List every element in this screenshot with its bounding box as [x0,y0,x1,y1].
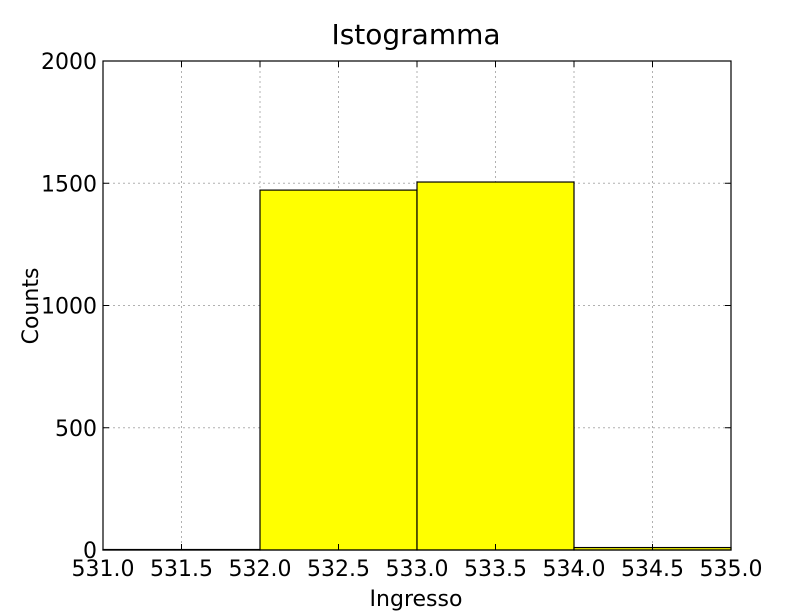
y-tick-label: 500 [55,417,97,442]
y-tick-label: 1500 [41,172,97,197]
y-tick-label: 0 [83,539,97,564]
x-tick-label: 532.0 [229,557,292,582]
x-tick-label: 533.5 [464,557,527,582]
x-axis-label: Ingresso [370,587,463,612]
y-tick-labels: 0 500 1000 1500 2000 [41,50,97,564]
y-tick-label: 2000 [41,50,97,75]
x-tick-label: 535.0 [700,557,763,582]
chart-title: Istogramma [331,18,500,51]
x-tick-label: 533.0 [386,557,449,582]
x-tick-label: 531.0 [72,557,135,582]
histogram-bar-1 [259,189,418,551]
axis-ticks [102,60,732,551]
x-tick-label: 532.5 [307,557,370,582]
x-tick-label: 534.5 [621,557,684,582]
grid-lines [103,61,731,550]
y-axis-label: Counts [19,268,44,345]
y-tick-label: 1000 [41,295,97,320]
x-tick-label: 534.0 [543,557,606,582]
bars [102,181,732,551]
x-tick-label: 531.5 [150,557,213,582]
x-tick-labels: 531.0 531.5 532.0 532.5 533.0 533.5 534.0 534.5… [72,557,763,582]
histogram-bar-2 [416,181,575,551]
